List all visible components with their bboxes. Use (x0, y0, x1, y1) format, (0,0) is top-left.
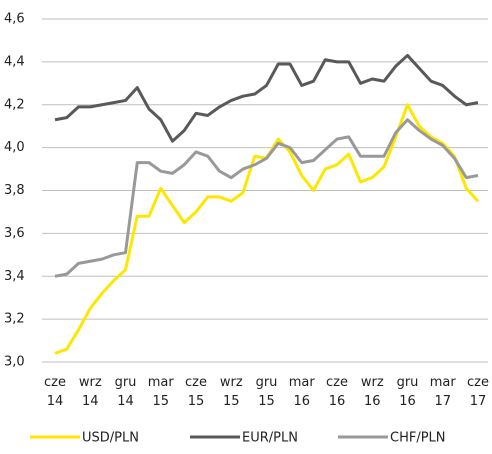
x-tick-label: gru 15 (255, 375, 278, 409)
x-tick-label-box: mar 16 (288, 375, 315, 409)
y-tick-label: 4,0 (4, 140, 25, 155)
y-tick-label: 3,6 (4, 226, 25, 241)
x-tick-label: wrz 16 (360, 375, 384, 409)
x-tick-label: cze 15 (185, 375, 207, 409)
x-tick-label: gru 14 (114, 375, 137, 409)
x-tick-label: cze 17 (467, 375, 489, 409)
y-tick-label: 4,2 (4, 97, 25, 112)
x-tick-label-box: wrz 15 (219, 375, 243, 409)
x-tick-label: mar 17 (429, 375, 456, 409)
legend-label: EUR/PLN (242, 431, 298, 446)
x-tick-label: wrz 14 (78, 375, 102, 409)
x-tick-label-box: gru 14 (114, 375, 137, 409)
x-tick-label-box: mar 17 (429, 375, 456, 409)
x-tick-label-box: cze 15 (185, 375, 207, 409)
x-tick-label-box: cze 14 (44, 375, 66, 409)
x-tick-label-box: cze 17 (467, 375, 489, 409)
x-tick-label: cze 14 (44, 375, 66, 409)
y-tick-label: 3,4 (4, 269, 25, 284)
y-tick-label: 3,8 (4, 183, 25, 198)
x-tick-label: mar 16 (288, 375, 315, 409)
legend-label: USD/PLN (82, 431, 139, 446)
x-tick-label-box: gru 15 (255, 375, 278, 409)
x-tick-label-box: gru 16 (396, 375, 419, 409)
x-tick-label: mar 15 (147, 375, 174, 409)
y-tick-label: 3,2 (4, 312, 25, 327)
line-series (54, 118, 479, 278)
x-tick-label-box: wrz 14 (78, 375, 102, 409)
y-tick-label: 4,4 (4, 54, 25, 69)
line-series (54, 103, 480, 355)
y-tick-label: 3,0 (4, 355, 25, 370)
line-series (54, 53, 479, 143)
x-tick-label-box: cze 16 (326, 375, 348, 409)
x-tick-label: cze 16 (326, 375, 348, 409)
x-tick-label: wrz 15 (219, 375, 243, 409)
x-tick-label: gru 16 (396, 375, 419, 409)
x-tick-label-box: mar 15 (147, 375, 174, 409)
y-tick-label: 4,6 (4, 12, 25, 27)
x-tick-label-box: wrz 16 (360, 375, 384, 409)
legend-label: CHF/PLN (390, 431, 446, 446)
